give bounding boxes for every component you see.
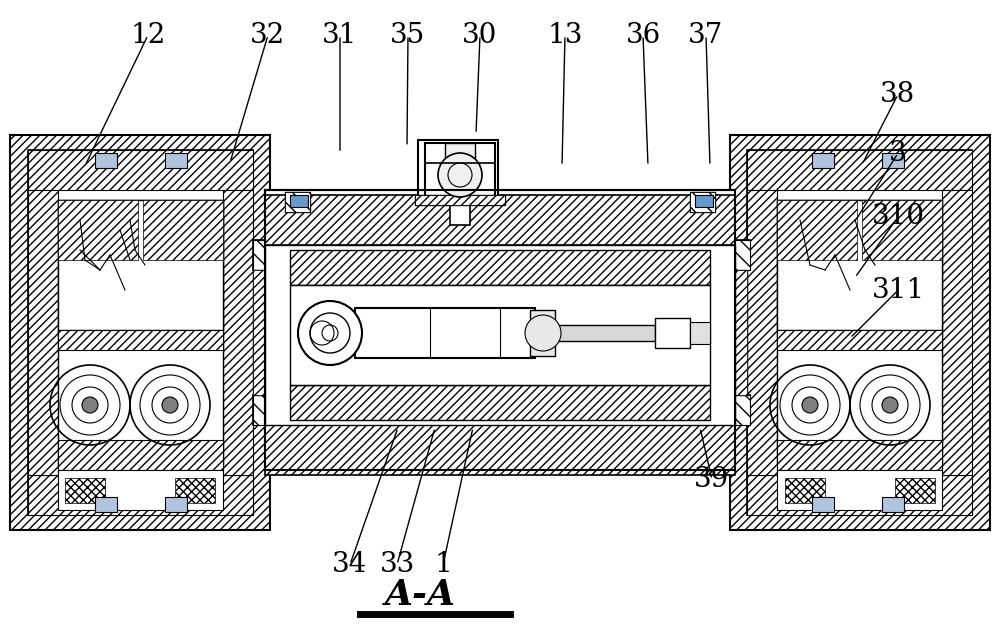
Bar: [732, 270, 747, 395]
Bar: [265, 245, 735, 425]
Bar: [165, 153, 187, 168]
Bar: [710, 240, 750, 270]
Bar: [290, 250, 710, 285]
Bar: [265, 425, 735, 475]
Text: 35: 35: [390, 22, 426, 48]
Bar: [690, 192, 715, 212]
Bar: [710, 395, 750, 425]
Bar: [425, 143, 495, 198]
Bar: [882, 497, 904, 512]
Circle shape: [882, 397, 898, 413]
Circle shape: [438, 153, 482, 197]
Text: 36: 36: [625, 22, 661, 48]
Bar: [308, 320, 336, 346]
Text: 13: 13: [547, 22, 583, 48]
Bar: [143, 200, 223, 260]
Text: 1: 1: [434, 551, 452, 578]
Circle shape: [298, 301, 362, 365]
Bar: [777, 470, 942, 510]
Text: 3: 3: [889, 140, 907, 167]
Bar: [290, 195, 308, 207]
Bar: [58, 200, 223, 465]
Bar: [777, 200, 942, 465]
Bar: [355, 308, 535, 358]
Bar: [253, 395, 293, 425]
Bar: [58, 440, 223, 470]
Bar: [895, 478, 935, 503]
Bar: [555, 325, 655, 341]
Bar: [290, 385, 710, 420]
Bar: [812, 497, 834, 512]
Text: 38: 38: [880, 81, 916, 108]
Bar: [223, 190, 253, 475]
Bar: [777, 330, 942, 350]
Bar: [253, 270, 268, 395]
Bar: [58, 200, 223, 330]
Text: 37: 37: [688, 22, 724, 48]
Text: 311: 311: [871, 277, 925, 304]
Bar: [58, 470, 223, 510]
Bar: [253, 240, 293, 270]
Bar: [450, 195, 470, 225]
Bar: [290, 285, 710, 385]
Text: 30: 30: [462, 22, 498, 48]
Bar: [165, 497, 187, 512]
Text: 32: 32: [250, 22, 286, 48]
Bar: [690, 192, 715, 212]
Bar: [58, 200, 138, 260]
Bar: [28, 150, 253, 190]
Bar: [730, 135, 990, 530]
Bar: [882, 153, 904, 168]
Bar: [253, 395, 293, 425]
Bar: [253, 270, 268, 395]
Bar: [747, 475, 972, 515]
Bar: [415, 195, 505, 205]
Bar: [710, 240, 750, 270]
Bar: [747, 190, 777, 475]
Text: 12: 12: [130, 22, 166, 48]
Bar: [95, 497, 117, 512]
Bar: [530, 310, 555, 356]
Circle shape: [802, 397, 818, 413]
Bar: [862, 200, 942, 260]
Bar: [58, 330, 223, 350]
Bar: [285, 192, 310, 212]
Circle shape: [82, 397, 98, 413]
Bar: [655, 318, 690, 348]
Text: 310: 310: [871, 204, 925, 230]
Bar: [418, 140, 498, 200]
Bar: [942, 190, 972, 475]
Text: 33: 33: [379, 551, 415, 578]
Circle shape: [525, 315, 561, 351]
Bar: [747, 150, 972, 515]
Bar: [265, 195, 735, 245]
Bar: [710, 395, 750, 425]
Bar: [415, 195, 505, 205]
Text: 31: 31: [322, 22, 358, 48]
Text: 39: 39: [694, 466, 730, 493]
Bar: [265, 190, 735, 470]
Bar: [732, 270, 747, 395]
Bar: [777, 200, 857, 260]
Bar: [65, 478, 105, 503]
Bar: [253, 240, 293, 270]
Bar: [777, 440, 942, 470]
Bar: [785, 478, 825, 503]
Bar: [445, 143, 475, 163]
Bar: [28, 190, 58, 475]
Bar: [28, 475, 253, 515]
Bar: [285, 192, 310, 212]
Bar: [10, 135, 270, 530]
Text: 34: 34: [332, 551, 368, 578]
Bar: [747, 150, 972, 190]
Bar: [777, 200, 942, 330]
Bar: [812, 153, 834, 168]
Bar: [175, 478, 215, 503]
Bar: [28, 150, 253, 515]
Text: A-A: A-A: [384, 577, 456, 612]
Bar: [95, 153, 117, 168]
Bar: [690, 322, 710, 344]
Circle shape: [162, 397, 178, 413]
Bar: [695, 195, 713, 207]
